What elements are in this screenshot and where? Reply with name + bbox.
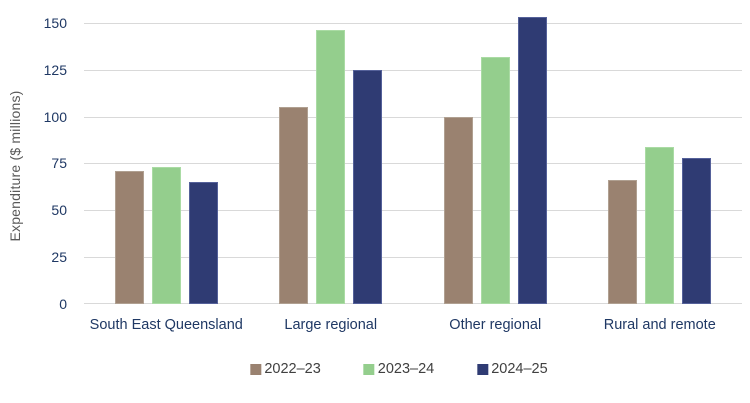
bar-2023–24-south-east-queensland <box>152 167 181 304</box>
bar-2024–25-other-regional <box>518 17 547 304</box>
bar-2023–24-other-regional <box>481 57 510 304</box>
gridline-25 <box>84 257 742 258</box>
x-category-label: Rural and remote <box>603 317 716 333</box>
y-tick-label-100: 100 <box>43 109 67 125</box>
gridline-50 <box>84 210 742 211</box>
legend-marker-icon <box>363 363 375 375</box>
gridline-75 <box>84 163 742 164</box>
gridline-125 <box>84 70 742 71</box>
bar-2022–23-other-regional <box>444 117 473 304</box>
x-category-label: Other regional <box>449 317 542 333</box>
legend-item-label: 2024–25 <box>491 361 548 377</box>
gridline-100 <box>84 117 742 118</box>
y-tick-label-25: 25 <box>51 249 67 265</box>
bar-2023–24-large-regional <box>316 30 345 304</box>
gridline-0 <box>84 303 742 304</box>
legend-item-2024–25: 2024–25 <box>477 360 548 378</box>
bar-2022–23-large-regional <box>279 107 308 304</box>
legend-item-2023–24: 2023–24 <box>363 360 435 378</box>
bar-2022–23-south-east-queensland <box>115 171 144 304</box>
y-tick-label-75: 75 <box>51 155 67 171</box>
bar-2022–23-rural-and-remote <box>608 180 637 304</box>
y-tick-label-50: 50 <box>51 202 67 218</box>
y-tick-label-150: 150 <box>43 15 67 31</box>
legend: 2022–23 2023–24 2024–25 <box>250 360 548 378</box>
legend-marker-icon <box>477 363 489 375</box>
x-category-label: South East Queensland <box>89 317 243 333</box>
legend-item-2022–23: 2022–23 <box>250 360 321 378</box>
legend-marker-icon <box>250 363 262 375</box>
bar-2024–25-south-east-queensland <box>189 182 218 304</box>
legend-item-label: 2023–24 <box>377 361 435 377</box>
x-category-label: Large regional <box>284 317 378 333</box>
y-tick-label-125: 125 <box>43 62 67 78</box>
bar-2024–25-large-regional <box>353 70 382 304</box>
bar-2024–25-rural-and-remote <box>682 158 711 304</box>
bar-2023–24-rural-and-remote <box>645 147 674 304</box>
y-tick-label-0: 0 <box>59 296 67 312</box>
legend-item-label: 2022–23 <box>264 361 321 377</box>
gridline-150 <box>84 23 742 24</box>
plot-area <box>84 17 742 304</box>
